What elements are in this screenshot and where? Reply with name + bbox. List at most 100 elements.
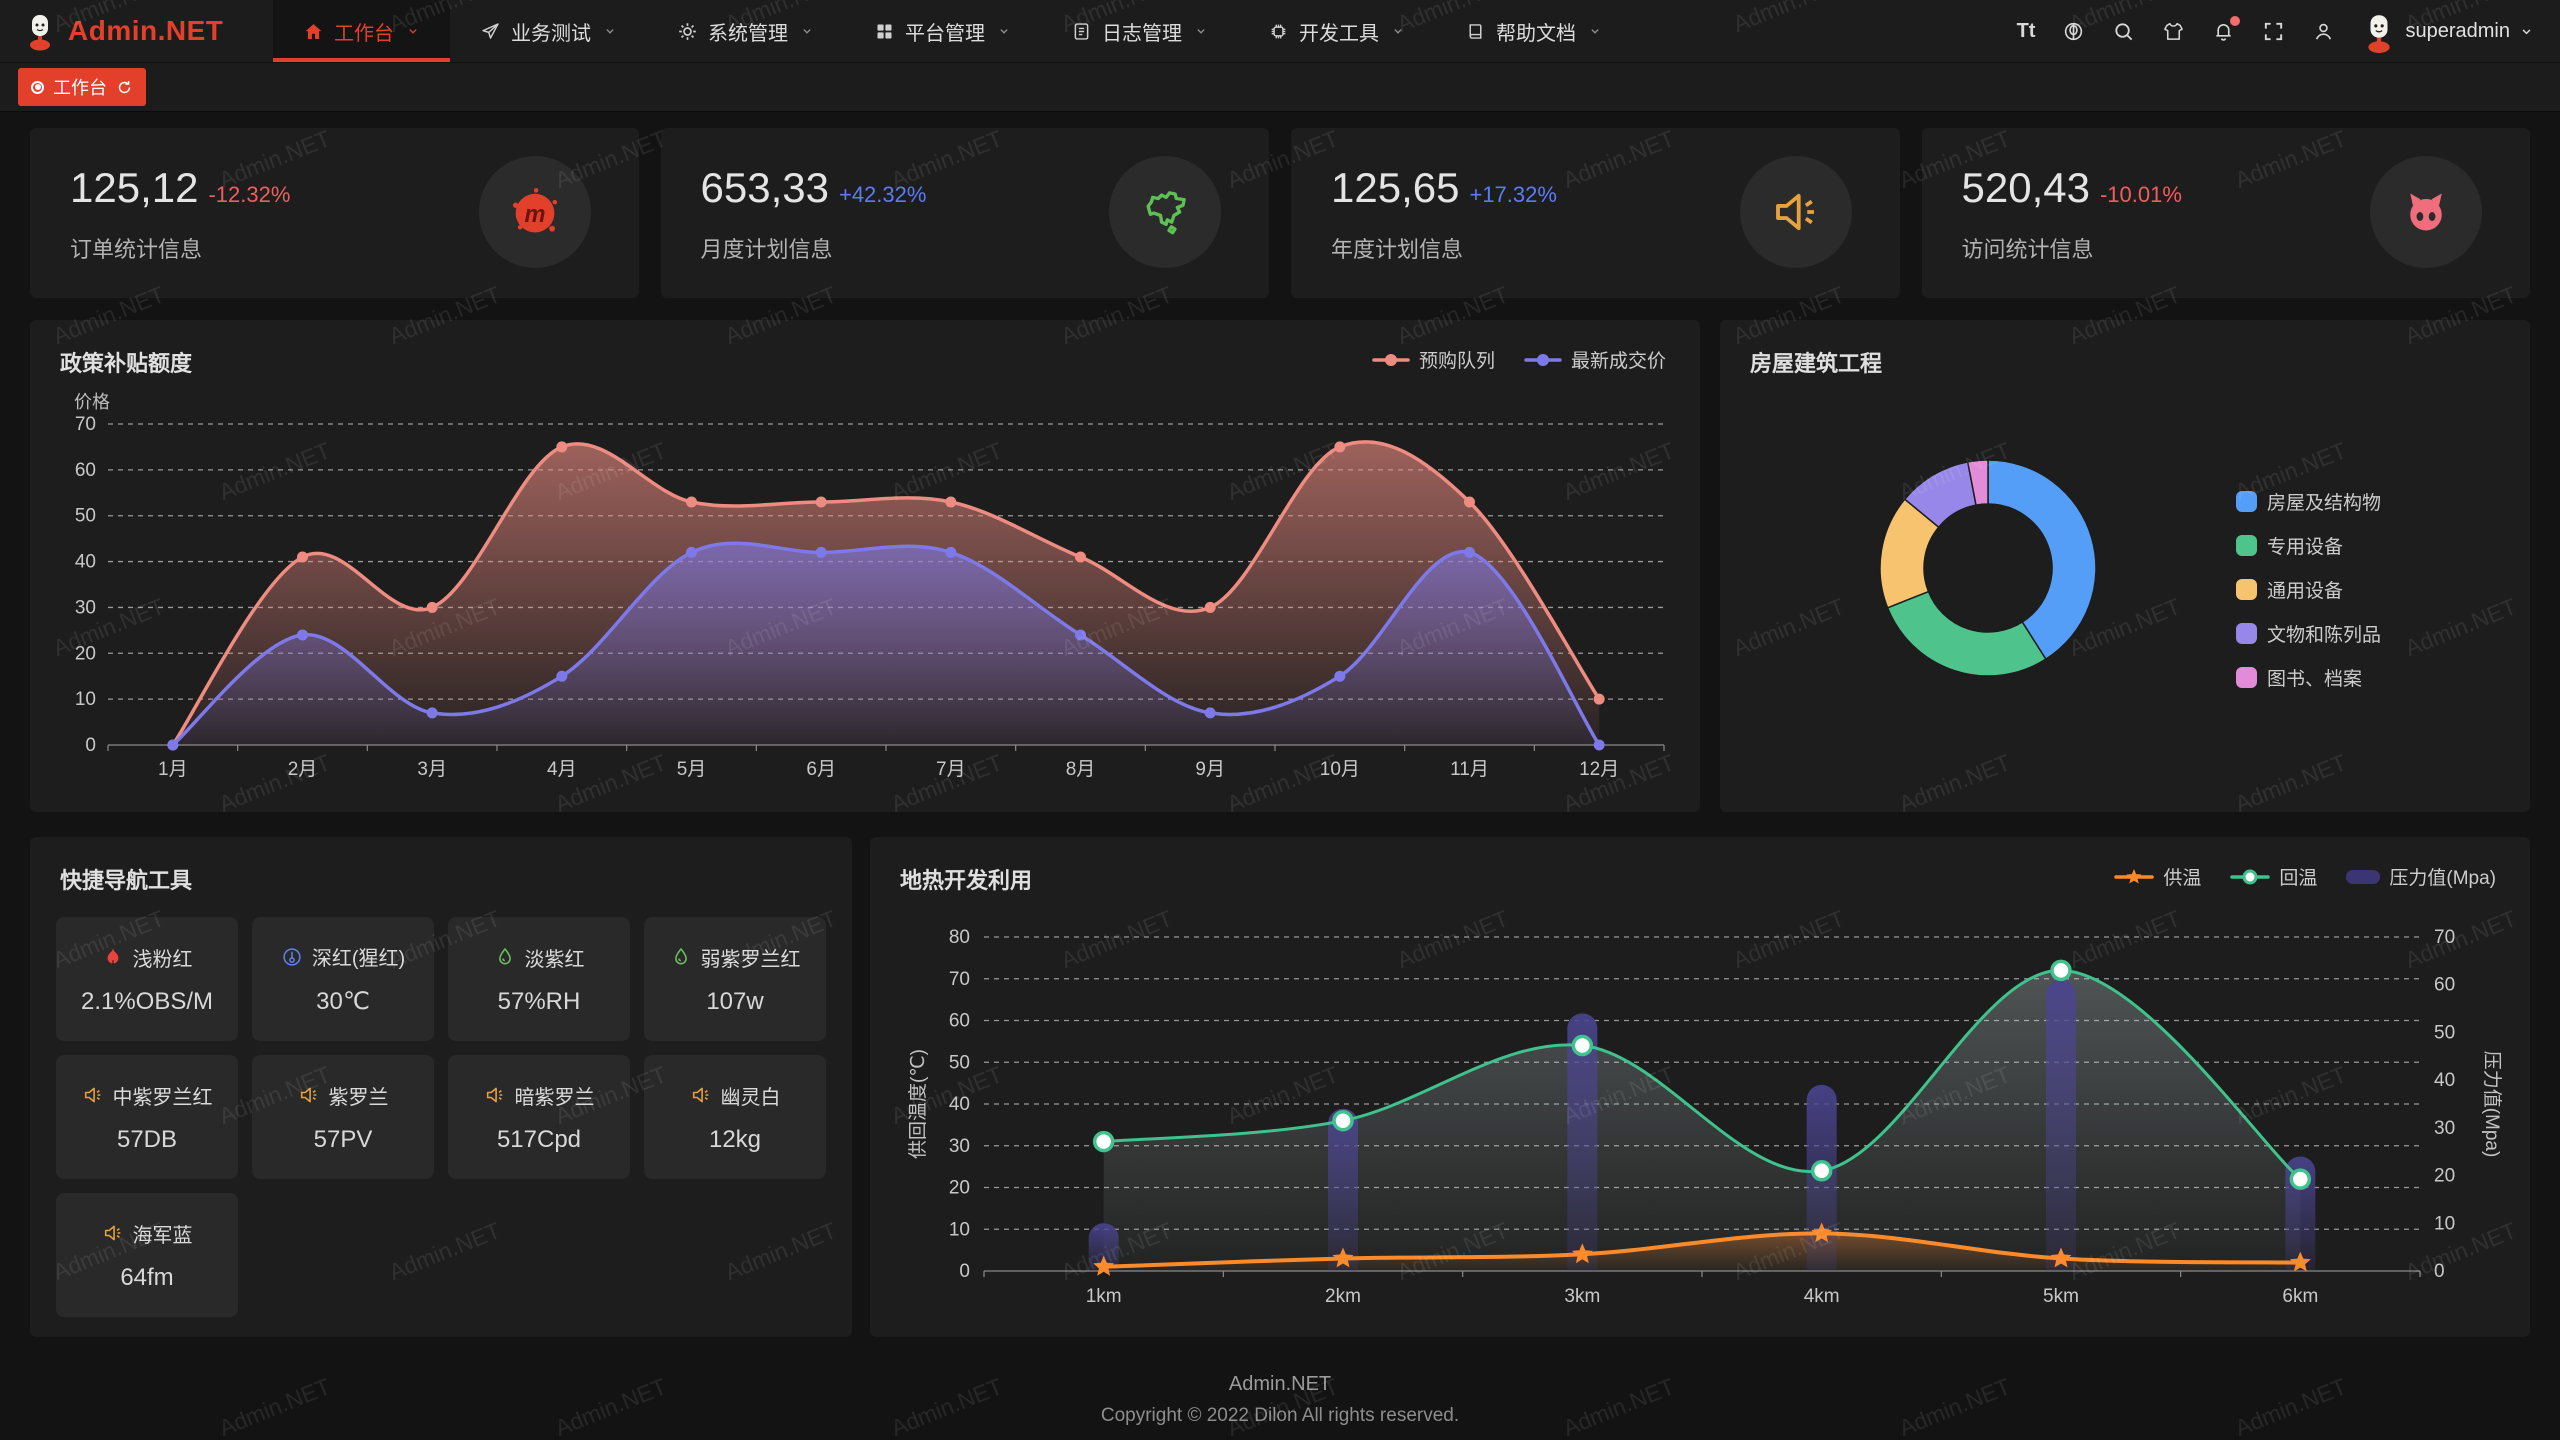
quick-nav-card-3[interactable]: 弱紫罗兰红 107w — [644, 917, 826, 1041]
water-drop-icon — [494, 946, 516, 968]
font-size-button[interactable]: Tt — [2016, 19, 2036, 42]
water-drop-icon — [670, 946, 692, 968]
menu-item-help-docs[interactable]: 帮助文档 — [1435, 0, 1632, 62]
stat-label: 月度计划信息 — [700, 237, 833, 262]
chevron-down-icon — [2519, 24, 2534, 39]
legend-item-最新成交价[interactable]: 最新成交价 — [1523, 346, 1666, 373]
svg-text:价格: 价格 — [74, 392, 110, 412]
svg-text:20: 20 — [75, 643, 96, 664]
svg-text:10月: 10月 — [1320, 759, 1360, 780]
svg-text:30: 30 — [949, 1136, 970, 1157]
notification-button[interactable] — [2212, 15, 2241, 43]
chevron-down-icon — [1588, 24, 1602, 38]
svg-text:50: 50 — [949, 1052, 970, 1073]
legend-item-通用设备[interactable]: 通用设备 — [2236, 576, 2381, 603]
legend-item-图书、档案[interactable]: 图书、档案 — [2236, 664, 2381, 691]
quick-nav-card-6[interactable]: 暗紫罗兰 517Cpd — [448, 1055, 630, 1179]
quick-nav-card-4[interactable]: 中紫罗兰红 57DB — [56, 1055, 238, 1179]
svg-text:60: 60 — [2434, 975, 2455, 996]
stat-cards-row: 125,12 -12.32% 订单统计信息 m 653,33 +42.32% 月度计划信息 1… — [30, 128, 2530, 298]
language-button[interactable] — [2062, 20, 2085, 43]
speaker-icon — [690, 1084, 712, 1106]
menu-item-business-test[interactable]: 业务测试 — [450, 0, 647, 62]
quick-nav-card-1[interactable]: 深红(猩红) 30℃ — [252, 917, 434, 1041]
speaker-icon — [1769, 185, 1823, 239]
quick-nav-card-2[interactable]: 淡紫红 57%RH — [448, 917, 630, 1041]
svg-text:30: 30 — [2434, 1118, 2455, 1139]
legend-item-预购队列[interactable]: 预购队列 — [1371, 346, 1495, 373]
quick-nav-card-8[interactable]: 海军蓝 64fm — [56, 1193, 238, 1317]
document-icon — [1071, 21, 1092, 42]
menu-item-system-mgmt[interactable]: 系统管理 — [647, 0, 844, 62]
svg-text:70: 70 — [2434, 927, 2455, 948]
quick-card-value: 57%RH — [497, 987, 581, 1015]
geothermal-line-bar-chart: 0 10 20 30 40 50 60 70 80 0 10 20 30 40 50 60 70 1km 2km 3k… — [907, 927, 2503, 1307]
subsidy-area-chart: 0 10 20 30 40 50 60 70 1月 2月 3月 4月 5月 6月 7月 8月 9月 10月 11月 1… — [74, 392, 1665, 780]
quick-nav-card-7[interactable]: 幽灵白 12kg — [644, 1055, 826, 1179]
tab-workbench[interactable]: 工作台 — [18, 68, 146, 106]
legend-item-回温[interactable]: 回温 — [2229, 863, 2317, 890]
username: superadmin — [2405, 19, 2510, 42]
stat-value: 125,12 — [70, 164, 199, 211]
quick-card-name: 弱紫罗兰红 — [700, 948, 801, 971]
gear-icon — [677, 21, 698, 42]
legend-item-供温[interactable]: 供温 — [2113, 863, 2201, 890]
speaker-icon — [102, 1222, 124, 1244]
quick-card-name: 紫罗兰 — [328, 1086, 389, 1109]
panel-geothermal-chart: 地热开发利用 供温 回温 压力值(Mpa) 0 10 20 30 40 50 60 70 80 0 10… — [870, 837, 2530, 1337]
legend-item-文物和陈列品[interactable]: 文物和陈列品 — [2236, 620, 2381, 647]
avatar — [2362, 11, 2396, 53]
search-button[interactable] — [2112, 20, 2135, 43]
quick-nav-card-0[interactable]: 浅粉红 2.1%OBS/M — [56, 917, 238, 1041]
svg-text:2km: 2km — [1325, 1286, 1361, 1307]
menu-item-dev-tools[interactable]: 开发工具 — [1238, 0, 1435, 62]
legend-item-专用设备[interactable]: 专用设备 — [2236, 532, 2381, 559]
charts-row: 政策补贴额度 预购队列 最新成交价 0 10 20 30 40 50 60 70 1月 2月 3月 4月… — [30, 320, 2530, 812]
quick-card-name: 幽灵白 — [720, 1086, 781, 1109]
svg-text:4km: 4km — [1804, 1286, 1840, 1307]
svg-text:1月: 1月 — [158, 759, 188, 780]
profile-button[interactable] — [2312, 20, 2335, 43]
refresh-icon[interactable] — [116, 79, 133, 96]
stat-value: 125,65 — [1331, 164, 1460, 211]
menu-item-platform-mgmt[interactable]: 平台管理 — [844, 0, 1041, 62]
legend-item-房屋及结构物[interactable]: 房屋及结构物 — [2236, 488, 2381, 515]
svg-text:9月: 9月 — [1195, 759, 1225, 780]
svg-text:50: 50 — [2434, 1022, 2455, 1043]
svg-text:20: 20 — [949, 1178, 970, 1199]
stat-card-visits: 520,43 -10.01% 访问统计信息 — [1921, 128, 2530, 298]
notification-badge — [2230, 15, 2241, 26]
speaker-icon — [298, 1084, 320, 1106]
theme-button[interactable] — [2162, 20, 2185, 43]
quick-card-name: 淡紫红 — [524, 948, 585, 971]
brand[interactable]: Admin.NET — [0, 0, 273, 62]
panel-subsidy-chart: 政策补贴额度 预购队列 最新成交价 0 10 20 30 40 50 60 70 1月 2月 3月 4月… — [30, 320, 1700, 812]
user-icon — [2312, 20, 2335, 43]
legend-item-压力值(Mpa)[interactable]: 压力值(Mpa) — [2345, 863, 2496, 890]
svg-text:11月: 11月 — [1450, 759, 1489, 780]
menu-item-workbench[interactable]: 工作台 — [273, 0, 450, 62]
svg-text:30: 30 — [75, 597, 96, 618]
panel-title-geothermal: 地热开发利用 — [900, 868, 1033, 893]
svg-text:10: 10 — [75, 689, 96, 710]
user-dropdown[interactable]: superadmin — [2362, 11, 2534, 53]
panel-title-subsidy: 政策补贴额度 — [60, 351, 193, 376]
stat-icon-circle: m — [478, 156, 591, 268]
building-donut-chart — [1879, 459, 2097, 677]
svg-text:3月: 3月 — [417, 759, 447, 780]
quick-card-value: 64fm — [120, 1263, 174, 1291]
fullscreen-button[interactable] — [2262, 20, 2285, 43]
chevron-down-icon — [997, 24, 1011, 38]
svg-text:60: 60 — [949, 1011, 970, 1032]
menu-item-log-mgmt[interactable]: 日志管理 — [1041, 0, 1238, 62]
stat-icon-circle — [2370, 156, 2482, 268]
stat-value: 653,33 — [700, 164, 829, 211]
stat-label: 订单统计信息 — [70, 237, 203, 262]
chevron-down-icon — [1194, 24, 1208, 38]
quick-card-value: 12kg — [708, 1125, 762, 1153]
quick-nav-card-5[interactable]: 紫罗兰 57PV — [252, 1055, 434, 1179]
svg-text:60: 60 — [75, 460, 96, 481]
svg-text:0: 0 — [2434, 1261, 2445, 1282]
brand-name: Admin.NET — [68, 15, 224, 46]
